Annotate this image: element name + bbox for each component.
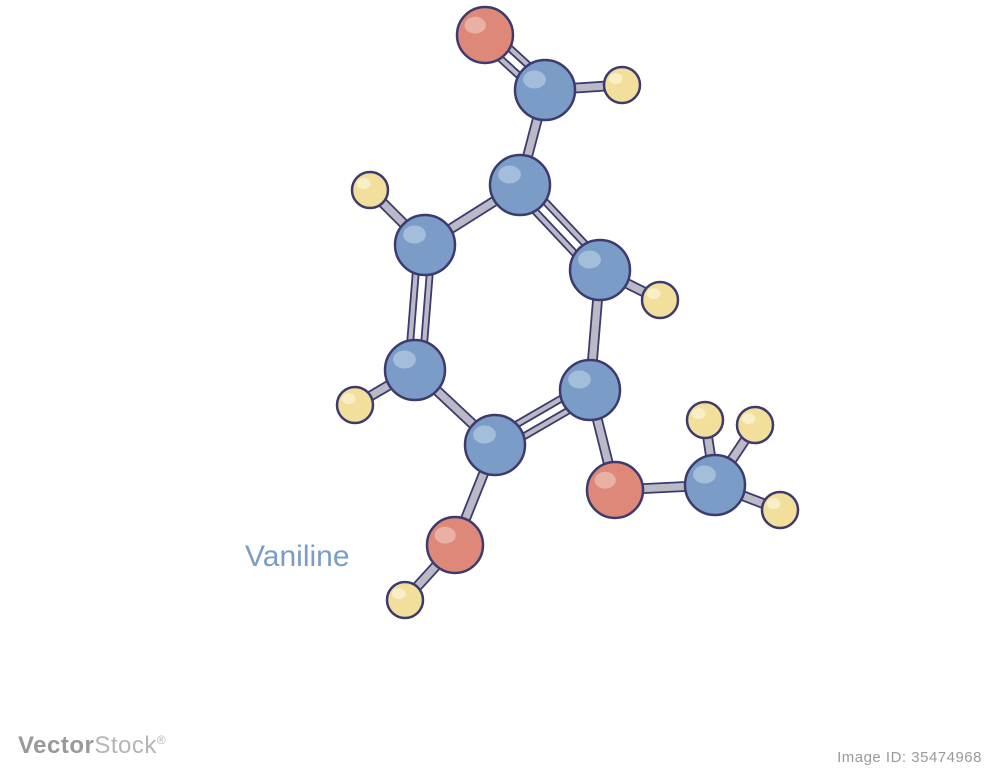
watermark-prefix: Vector [18, 732, 94, 759]
atom-C6 [395, 215, 455, 275]
atom-H17 [687, 402, 723, 438]
atom-O8 [457, 7, 513, 63]
atom-H11 [352, 172, 388, 208]
molecule-diagram [0, 0, 1000, 780]
bonds-layer [353, 28, 782, 603]
watermark-sup: ® [157, 733, 166, 747]
atom-H14 [387, 582, 423, 618]
atom-C4 [465, 415, 525, 475]
molecule-title: Vaniline [245, 540, 350, 574]
atom-C3 [560, 360, 620, 420]
atom-C5 [385, 340, 445, 400]
atom-H9 [604, 67, 640, 103]
atom-H19 [762, 492, 798, 528]
atom-C1 [490, 155, 550, 215]
atom-O15 [587, 462, 643, 518]
atom-H12 [337, 387, 373, 423]
atom-C16 [685, 455, 745, 515]
atom-H18 [737, 407, 773, 443]
watermark-image-id: Image ID: 35474968 [837, 749, 982, 766]
atom-C2 [570, 240, 630, 300]
atom-H10 [642, 282, 678, 318]
watermark-vectorstock: VectorStock® [18, 732, 166, 760]
atom-O13 [427, 517, 483, 573]
atoms-layer [337, 7, 798, 618]
watermark-suffix: Stock [94, 732, 157, 759]
atom-C7 [515, 60, 575, 120]
